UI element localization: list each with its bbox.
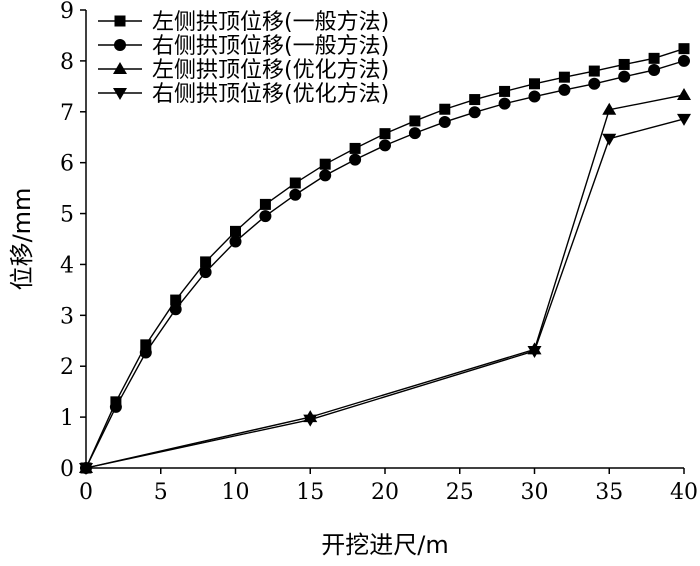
- y-tick-label: 4: [60, 253, 74, 278]
- data-point: [379, 128, 391, 140]
- data-point: [438, 115, 451, 128]
- data-point: [678, 54, 690, 67]
- x-tick-label: 40: [670, 480, 698, 505]
- series-line: [85, 118, 685, 469]
- x-tick-label: 35: [595, 480, 623, 505]
- x-tick-label: 10: [222, 480, 250, 505]
- data-point: [349, 142, 361, 154]
- data-point: [200, 256, 212, 268]
- data-point: [319, 158, 331, 170]
- legend-marker: [113, 88, 127, 100]
- data-point: [109, 400, 122, 413]
- x-tick-label: 25: [446, 480, 474, 505]
- data-point: [259, 198, 271, 210]
- data-point: [139, 346, 152, 359]
- data-point: [259, 210, 272, 223]
- series-line: [85, 48, 685, 469]
- data-point: [289, 188, 302, 201]
- legend-label: 右侧拱顶位移(优化方法): [152, 82, 389, 107]
- data-point: [602, 102, 617, 115]
- data-point: [588, 77, 601, 90]
- data-point: [527, 345, 542, 358]
- data-point: [648, 52, 660, 64]
- data-point: [229, 235, 242, 248]
- y-tick-label: 3: [60, 304, 74, 329]
- legend-marker: [114, 39, 126, 51]
- data-point: [558, 71, 570, 83]
- data-point: [169, 303, 182, 316]
- legend-label: 右侧拱顶位移(一般方法): [152, 34, 389, 59]
- data-point: [469, 94, 481, 106]
- data-point: [303, 414, 318, 427]
- legend-item: 右侧拱顶位移(一般方法): [98, 34, 389, 59]
- data-point: [499, 85, 511, 97]
- legend-item: 左侧拱顶位移(一般方法): [98, 10, 389, 35]
- data-point: [529, 78, 540, 90]
- y-tick-label: 9: [60, 0, 74, 24]
- legend-marker: [114, 15, 126, 27]
- y-tick-label: 0: [60, 457, 74, 482]
- series-layer: [79, 43, 691, 475]
- x-tick-label: 20: [371, 480, 399, 505]
- y-tick-label: 7: [60, 101, 74, 126]
- series-2: [80, 54, 690, 474]
- data-point: [677, 113, 691, 126]
- legend: 左侧拱顶位移(一般方法)右侧拱顶位移(一般方法)左侧拱顶位移(优化方法)右侧拱顶…: [98, 10, 389, 107]
- legend-marker: [113, 62, 127, 74]
- y-axis-label: 位移/mm: [8, 188, 36, 291]
- data-point: [558, 83, 571, 96]
- data-point: [648, 64, 661, 77]
- x-tick-label: 30: [521, 480, 549, 505]
- data-point: [498, 97, 511, 110]
- y-tick-label: 8: [60, 50, 74, 75]
- series-line: [85, 60, 685, 469]
- legend-label: 左侧拱顶位移(一般方法): [152, 10, 389, 35]
- data-point: [289, 177, 301, 189]
- series-1: [80, 43, 690, 474]
- data-point: [677, 87, 691, 100]
- data-point: [602, 133, 617, 146]
- y-tick-label: 2: [60, 355, 74, 380]
- data-point: [319, 169, 332, 182]
- y-tick-label: 5: [60, 203, 74, 228]
- data-point: [468, 106, 481, 119]
- data-point: [408, 127, 421, 140]
- series-4: [79, 113, 691, 475]
- data-point: [349, 153, 362, 166]
- data-point: [439, 103, 451, 115]
- ticks: 0 5 10 15 20 25 30 35 40 0 1 2 3 4 5 6 7 8 9: [60, 0, 698, 505]
- x-tick-label: 15: [296, 480, 324, 505]
- data-point: [230, 225, 241, 237]
- x-tick-label: 0: [79, 480, 93, 505]
- y-tick-label: 6: [60, 152, 74, 177]
- data-point: [170, 294, 182, 306]
- legend-label: 左侧拱顶位移(优化方法): [152, 58, 389, 83]
- data-point: [140, 339, 152, 351]
- data-point: [618, 70, 631, 83]
- legend-item: 左侧拱顶位移(优化方法): [98, 58, 389, 83]
- data-point: [618, 58, 630, 70]
- data-point: [199, 266, 212, 279]
- y-tick-label: 1: [60, 406, 74, 431]
- x-axis-label: 开挖进尺/m: [321, 531, 448, 559]
- data-point: [588, 65, 600, 77]
- data-point: [528, 90, 541, 103]
- x-tick-label: 5: [154, 480, 168, 505]
- data-point: [678, 43, 690, 55]
- data-point: [379, 139, 391, 152]
- legend-item: 右侧拱顶位移(优化方法): [98, 82, 389, 107]
- data-point: [409, 115, 421, 127]
